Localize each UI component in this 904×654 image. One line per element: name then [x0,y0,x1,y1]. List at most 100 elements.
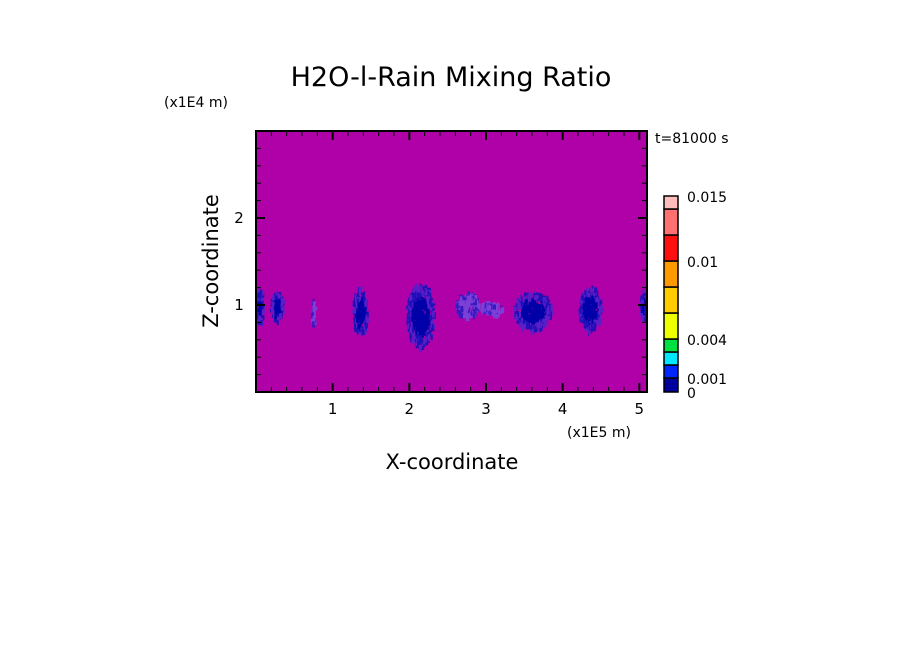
rain-pixel [472,302,476,306]
rain-pixel [467,291,470,297]
rain-pixel [422,314,423,319]
rain-pixel [589,321,591,324]
rain-pixel [487,300,490,303]
rain-pixel [490,306,493,312]
rain-pixel [485,300,487,303]
rain-pixel [417,331,419,336]
rain-pixel [429,314,433,320]
rain-pixel [424,338,428,341]
rain-pixel [473,308,477,314]
rain-pixel [524,302,527,305]
rain-pixel [279,311,283,314]
rain-pixel [359,291,361,295]
rain-pixel [501,307,505,314]
rain-pixel [431,298,434,301]
rain-pixel [312,321,316,328]
rain-pixel [280,297,284,304]
rain-pixel [412,326,414,333]
rain-pixel [409,325,411,328]
rain-pixel [413,336,415,342]
colorbar-swatch [663,377,679,393]
rain-pixel [591,308,593,315]
rain-pixel [408,295,411,299]
rain-pixel [527,306,529,311]
rain-pixel [519,321,521,328]
rain-pixel [489,305,492,312]
rain-pixel [530,323,532,327]
rain-pixel [411,317,415,323]
rain-pixel [415,329,417,336]
rain-pixel [353,317,355,324]
rain-pixel [458,310,461,316]
rain-pixel [273,300,277,307]
rain-pixel [523,305,525,308]
rain-pixel [591,326,593,332]
rain-pixel [354,298,355,303]
rain-pixel [540,297,542,304]
rain-pixel [281,303,284,307]
rain-pixel [542,318,544,323]
rain-pixel [595,314,598,320]
rain-pixel [543,300,545,304]
rain-pixel [535,302,538,308]
rain-pixel [494,310,497,314]
rain-pixel [432,308,435,311]
rain-pixel [520,322,523,328]
rain-pixel [593,286,595,291]
rain-pixel [586,295,588,300]
rain-pixel [418,293,421,300]
rain-pixel [414,320,418,327]
rain-pixel [644,318,647,322]
rain-pixel [545,301,547,307]
rain-pixel [413,320,416,325]
rain-pixel [542,295,545,299]
rain-pixel [430,321,432,328]
rain-pixel [425,285,428,291]
rain-pixel [520,296,523,303]
rain-pixel [598,296,600,300]
rain-pixel [415,304,419,311]
rain-pixel [256,300,260,305]
rain-pixel [645,314,646,318]
rain-pixel [364,301,368,307]
rain-pixel [468,296,471,301]
rain-pixel [471,296,475,299]
rain-pixel [644,297,646,301]
rain-pixel [537,295,538,300]
rain-pixel [644,300,647,303]
rain-pixel [411,322,414,327]
rain-pixel [546,299,550,303]
rain-pixel [582,312,585,317]
rain-pixel [457,302,459,305]
rain-pixel [431,324,434,331]
rain-pixel [256,305,259,308]
rain-pixel [472,298,476,303]
rain-pixel [594,304,598,308]
rain-pixel [518,315,521,318]
rain-pixel [584,294,587,297]
rain-pixel [594,314,596,318]
rain-pixel [472,298,474,301]
rain-pixel [426,336,429,339]
rain-pixel [537,293,539,296]
rain-pixel [644,305,647,308]
rain-pixel [540,301,543,303]
rain-pixel [406,313,409,320]
x-tick-label: 3 [481,400,491,418]
rain-pixel [427,291,430,297]
rain-pixel [530,328,534,335]
rain-pixel [359,286,363,290]
rain-pixel [462,310,465,317]
rain-pixel [580,297,582,302]
rain-pixel [490,313,493,316]
rain-pixel [466,314,468,317]
rain-pixel [520,302,524,307]
colorbar-label: 0.015 [687,190,727,206]
rain-pixel [409,328,411,333]
rain-pixel [490,309,494,312]
rain-pixel [431,305,434,308]
rain-pixel [358,315,361,322]
rain-pixel [422,284,426,287]
rain-pixel [497,303,500,306]
rain-pixel [417,295,419,302]
